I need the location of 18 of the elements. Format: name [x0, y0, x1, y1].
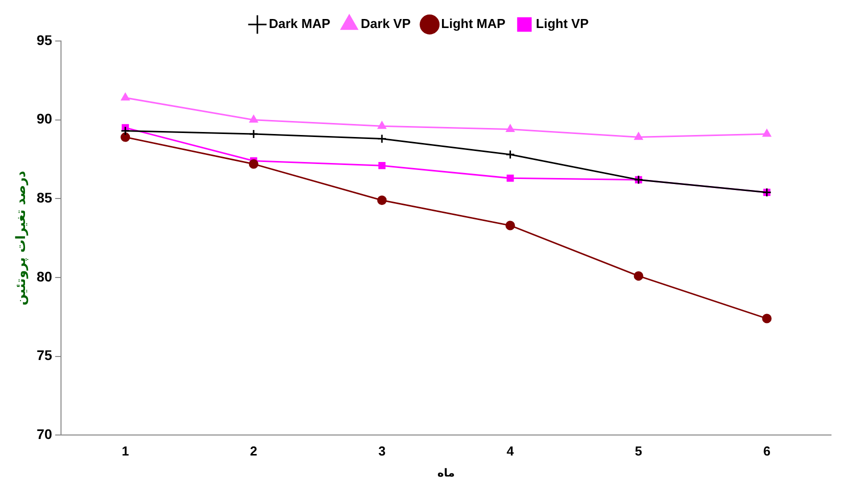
- y-tick-label: 80: [36, 268, 52, 284]
- y-tick-label: 75: [36, 347, 52, 364]
- y-tick-label: 90: [36, 110, 52, 127]
- y-axis-title: درصد تغيرات پروتئين: [14, 170, 30, 306]
- legend-label: Dark VP: [360, 16, 411, 32]
- x-tick-label: 6: [763, 444, 770, 459]
- y-tick-label: 95: [36, 32, 52, 48]
- legend-label: Dark MAP: [268, 16, 331, 32]
- y-tick-label: 85: [36, 190, 52, 206]
- x-tick-label: 1: [122, 444, 129, 459]
- x-tick-label: 3: [378, 444, 386, 459]
- x-tick-label: 2: [250, 444, 258, 459]
- legend-label: Light VP: [536, 16, 589, 32]
- x-tick-label: 5: [634, 444, 642, 459]
- y-tick-label: 70: [36, 426, 52, 442]
- x-tick-label: 4: [506, 444, 515, 459]
- legend-label: Light MAP: [441, 16, 506, 32]
- x-axis-title: ماه: [437, 466, 455, 480]
